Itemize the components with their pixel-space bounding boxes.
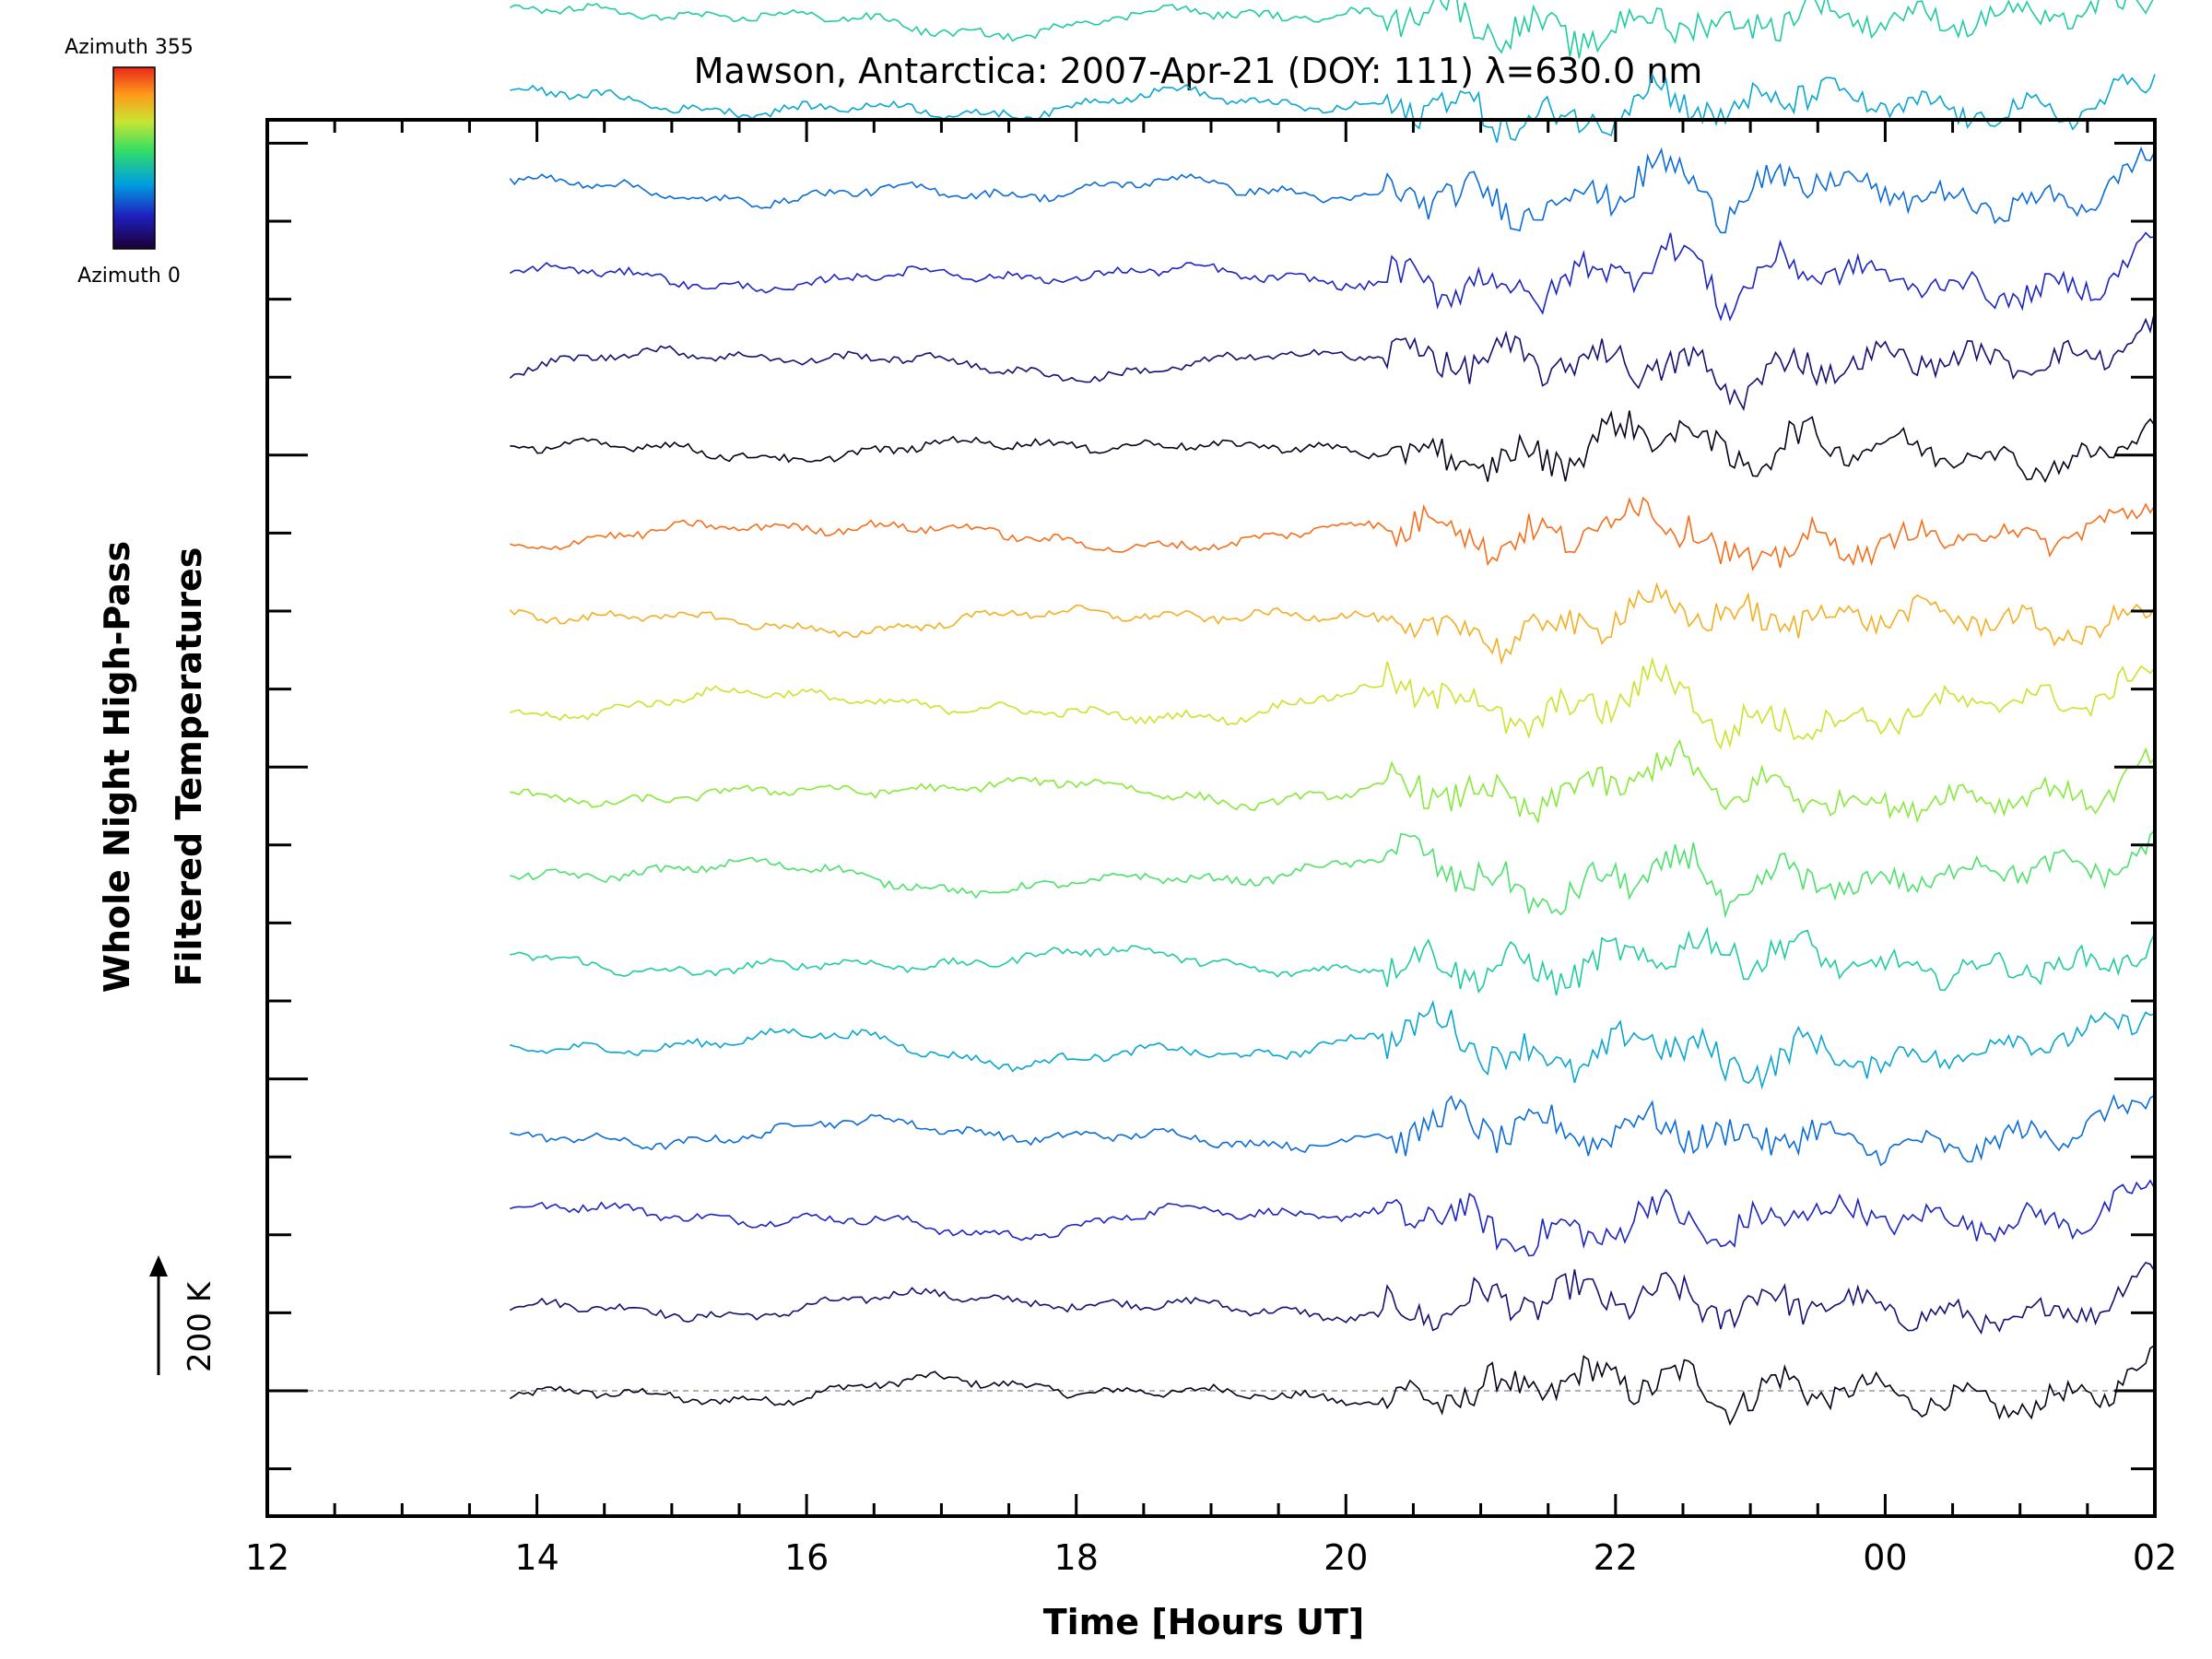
x-tick-label: 00 — [1863, 1537, 1907, 1578]
scale-indicator: 200 K — [149, 1255, 218, 1375]
colorbar-bottom-label: Azimuth 0 — [77, 265, 181, 288]
x-tick-label: 20 — [1324, 1537, 1368, 1578]
temperature-trace — [509, 1344, 2156, 1426]
temperature-trace — [509, 1261, 2156, 1335]
temperature-trace — [510, 999, 2156, 1090]
scale-arrow-head — [149, 1255, 168, 1277]
scale-label: 200 K — [182, 1280, 218, 1372]
y-axis-label: Whole Night High-Pass Filtered Temperatu… — [97, 541, 209, 993]
temperature-trace — [510, 496, 2156, 571]
trace-group — [267, 0, 2156, 1426]
temperature-trace — [510, 410, 2156, 484]
temperature-trace — [509, 582, 2156, 665]
x-tick-label: 18 — [1054, 1537, 1099, 1578]
x-tick-labels: 12 14 16 18 20 22 00 02 — [245, 1537, 2177, 1578]
plot-frame — [265, 118, 2157, 1518]
temperature-trace — [509, 231, 2156, 322]
y-axis-label-line2: Filtered Temperatures — [169, 547, 209, 987]
temperature-trace — [510, 1093, 2156, 1167]
colorbar: Azimuth 355 Azimuth 0 — [65, 36, 194, 288]
colorbar-gradient — [112, 66, 156, 250]
x-tick-label: 12 — [245, 1537, 289, 1578]
temperature-trace — [509, 146, 2156, 234]
chart-title: Mawson, Antarctica: 2007-Apr-21 (DOY: 11… — [694, 51, 1703, 91]
temperature-trace — [510, 829, 2156, 919]
temperature-trace — [510, 738, 2156, 825]
temperature-trace — [510, 1179, 2156, 1257]
x-tick-label: 22 — [1594, 1537, 1638, 1578]
temperature-trace — [510, 72, 2156, 143]
y-axis-label-line1: Whole Night High-Pass — [97, 541, 137, 993]
x-axis-label: Time [Hours UT] — [1043, 1602, 1365, 1642]
x-tick-label: 02 — [2133, 1537, 2177, 1578]
x-tick-label: 14 — [514, 1537, 559, 1578]
temperature-trace — [509, 0, 2154, 59]
x-tick-label: 16 — [784, 1537, 829, 1578]
temperature-trace — [509, 310, 2156, 412]
temperature-trace — [510, 656, 2156, 750]
colorbar-top-label: Azimuth 355 — [65, 36, 194, 59]
plot-border — [265, 118, 2157, 1518]
temperature-trace — [510, 926, 2156, 996]
